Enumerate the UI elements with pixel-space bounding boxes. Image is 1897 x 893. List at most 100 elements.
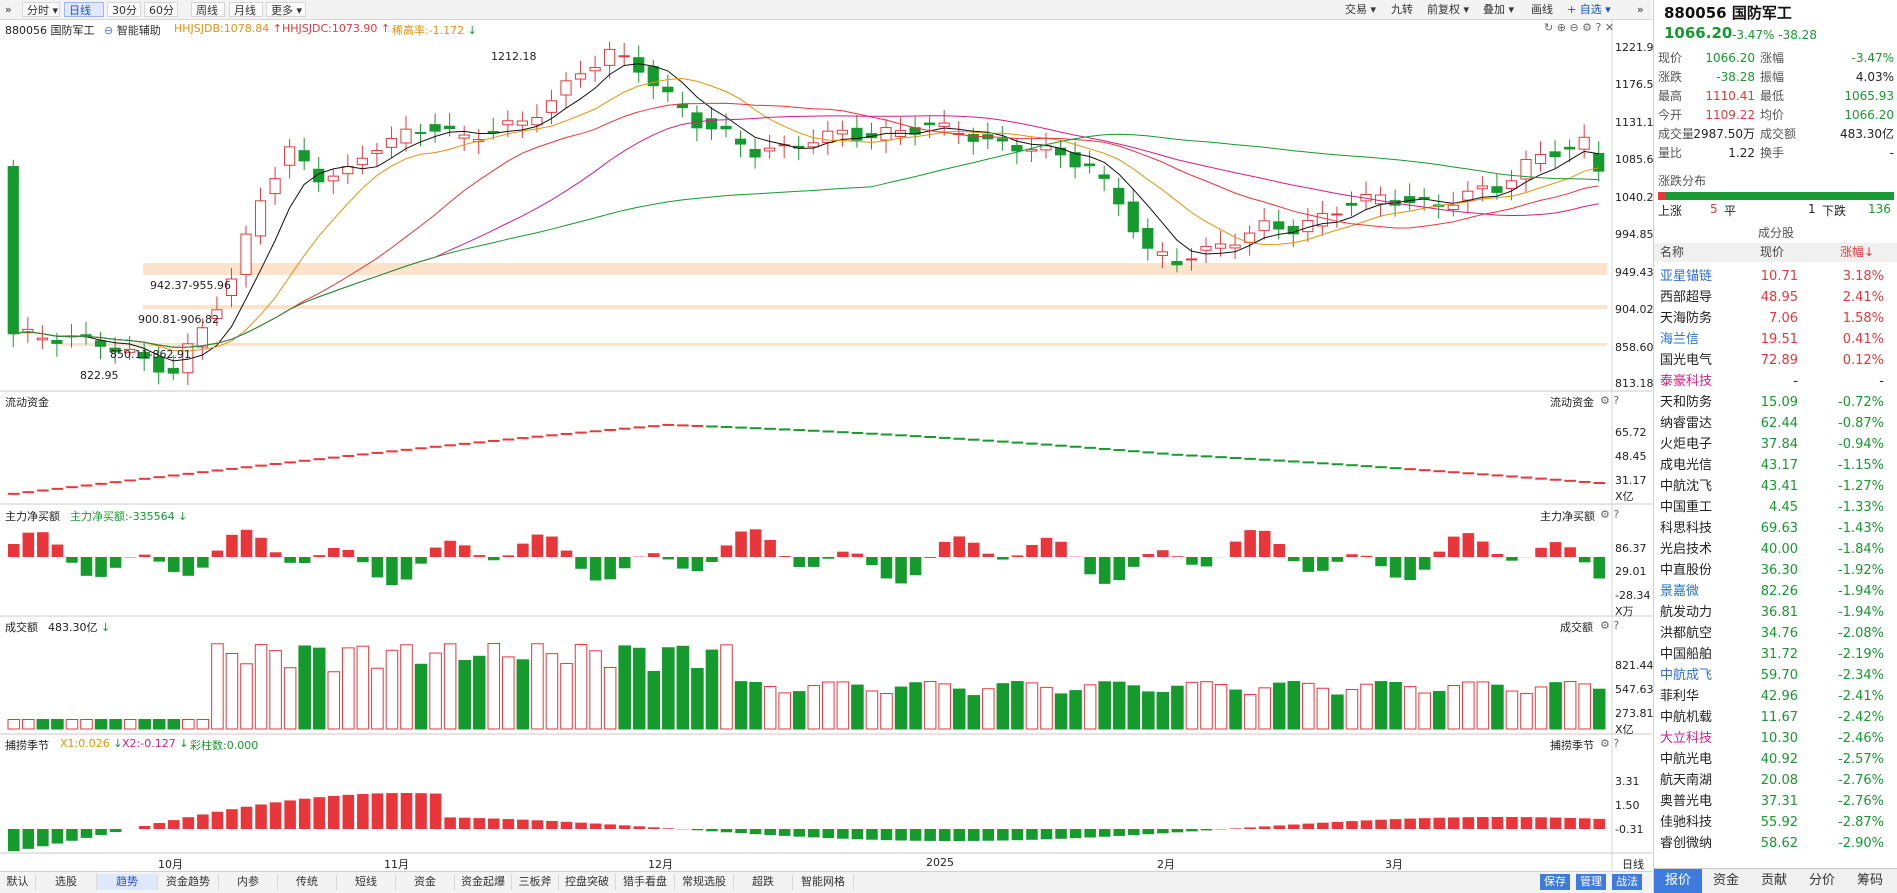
- stock-name[interactable]: 海兰信: [1660, 329, 1699, 350]
- stock-name[interactable]: 中航机载: [1660, 707, 1712, 728]
- stock-name[interactable]: 中航沈飞: [1660, 476, 1712, 497]
- add-icon[interactable]: ⊕: [1557, 21, 1566, 34]
- tab-control-break[interactable]: 控盘突破: [559, 874, 616, 890]
- adjust-menu[interactable]: 前复权 ▾: [1424, 2, 1472, 17]
- period-weekly[interactable]: 周线: [191, 2, 225, 17]
- stock-name[interactable]: 大立科技: [1660, 728, 1712, 749]
- stock-name[interactable]: 火炬电子: [1660, 434, 1712, 455]
- constituent-row[interactable]: 泰豪科技--: [1654, 371, 1897, 392]
- tab-price-dist[interactable]: 分价: [1798, 869, 1846, 893]
- tab-regular-pick[interactable]: 常规选股: [675, 874, 734, 890]
- period-60min[interactable]: 60分: [144, 2, 178, 17]
- tab-short[interactable]: 短线: [337, 874, 396, 890]
- tab-quote[interactable]: 报价: [1654, 869, 1702, 893]
- overlay-menu[interactable]: 叠加 ▾: [1480, 2, 1517, 17]
- tab-inside[interactable]: 内参: [219, 874, 278, 890]
- period-monthly[interactable]: 月线: [229, 2, 263, 17]
- double-chevron-right-icon[interactable]: »: [2, 2, 15, 17]
- tab-capital[interactable]: 资金: [1702, 869, 1750, 893]
- manage-button[interactable]: 管理: [1576, 874, 1606, 890]
- save-button[interactable]: 保存: [1540, 874, 1570, 890]
- tab-chips[interactable]: 筹码: [1846, 869, 1894, 893]
- stock-name[interactable]: 航天南湖: [1660, 770, 1712, 791]
- period-30min[interactable]: 30分: [107, 2, 141, 17]
- tab-default[interactable]: 默认: [0, 874, 36, 890]
- help-icon[interactable]: ?: [1596, 21, 1602, 34]
- add-watchlist-button[interactable]: + 自选 ▾: [1564, 2, 1614, 17]
- period-intraday[interactable]: 分时 ▾: [22, 2, 60, 17]
- stock-name[interactable]: 景嘉微: [1660, 581, 1699, 602]
- stock-name[interactable]: 奥普光电: [1660, 791, 1712, 812]
- settings-icon[interactable]: ⚙ ?: [1600, 619, 1619, 632]
- stock-name[interactable]: 佳驰科技: [1660, 812, 1712, 833]
- tab-trend[interactable]: 趋势: [97, 874, 158, 890]
- settings-icon[interactable]: ⚙ ?: [1600, 508, 1619, 521]
- tab-fund[interactable]: 资金: [396, 874, 455, 890]
- settings-icon[interactable]: ⚙ ?: [1600, 394, 1619, 407]
- tab-smart-grid[interactable]: 智能网格: [793, 874, 854, 890]
- stock-name[interactable]: 亚星锚链: [1660, 266, 1712, 287]
- stock-name[interactable]: 中国重工: [1660, 497, 1712, 518]
- stock-name[interactable]: 纳睿雷达: [1660, 413, 1712, 434]
- tab-three-axe[interactable]: 三板斧: [512, 874, 559, 890]
- tab-oversold[interactable]: 超跌: [734, 874, 793, 890]
- period-more[interactable]: 更多 ▾: [266, 2, 306, 17]
- strategy-button[interactable]: 战法: [1612, 874, 1642, 890]
- tab-fund-trend[interactable]: 资金趋势: [158, 874, 219, 890]
- stock-name[interactable]: 科思科技: [1660, 518, 1712, 539]
- stock-name[interactable]: 西部超导: [1660, 287, 1712, 308]
- draw-line-button[interactable]: 画线: [1528, 2, 1556, 17]
- tab-hunter[interactable]: 猎手看盘: [616, 874, 675, 890]
- kline-chart-area[interactable]: 880056 国防军工 ⊖ 智能辅助 HHJSJDB:1078.84 ↑ HHJ…: [0, 19, 1652, 871]
- tab-fund-burst[interactable]: 资金起爆: [455, 874, 512, 890]
- close-icon[interactable]: ✕: [1605, 21, 1614, 34]
- stock-name[interactable]: 中航成飞: [1660, 665, 1712, 686]
- stock-name[interactable]: 中国船舶: [1660, 644, 1712, 665]
- col-change-sorted[interactable]: 涨幅↓: [1840, 243, 1874, 262]
- stock-name[interactable]: 泰豪科技: [1660, 371, 1712, 392]
- stock-name[interactable]: 天海防务: [1660, 308, 1712, 329]
- stock-name[interactable]: 睿创微纳: [1660, 833, 1712, 854]
- stock-name[interactable]: 天和防务: [1660, 392, 1712, 413]
- stock-name[interactable]: 光启技术: [1660, 539, 1712, 560]
- stock-name[interactable]: 成电光信: [1660, 455, 1712, 476]
- stock-name[interactable]: 航发动力: [1660, 602, 1712, 623]
- col-name[interactable]: 名称: [1660, 243, 1684, 262]
- tab-stock-pick[interactable]: 选股: [36, 874, 97, 890]
- stock-name[interactable]: 中直股份: [1660, 560, 1712, 581]
- stock-name[interactable]: 国光电气: [1660, 350, 1712, 371]
- double-chevron-right-icon[interactable]: »: [1634, 2, 1647, 17]
- refresh-icon[interactable]: ↻: [1544, 21, 1553, 34]
- minus-icon[interactable]: ⊖: [1569, 21, 1578, 34]
- period-daily[interactable]: 日线: [64, 2, 104, 17]
- tab-contribution[interactable]: 贡献: [1750, 869, 1798, 893]
- smart-assist-toggle[interactable]: ⊖ 智能辅助: [104, 22, 161, 38]
- stock-name[interactable]: 中航光电: [1660, 749, 1712, 770]
- panel-controls[interactable]: ↻ ⊕ ⊖ ⚙ ? ✕: [1544, 21, 1614, 34]
